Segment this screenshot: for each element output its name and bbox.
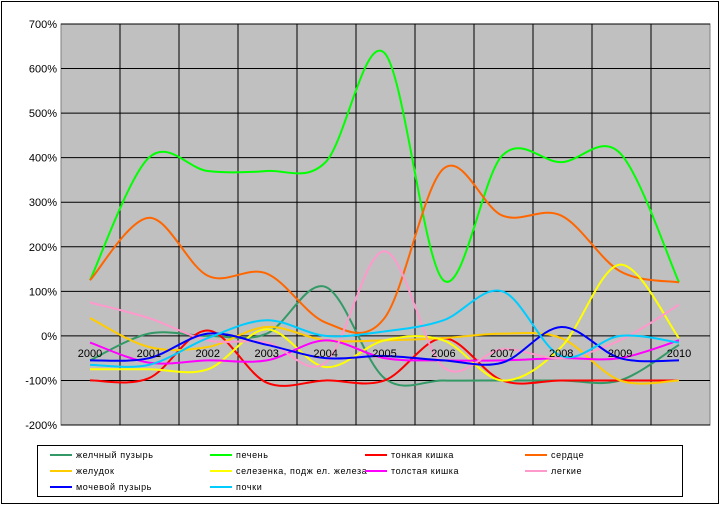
- x-tick-label: 2005: [372, 348, 396, 360]
- legend-item: легкие: [525, 464, 582, 478]
- legend-item: печень: [210, 448, 269, 462]
- y-tick-label: 200%: [29, 242, 57, 254]
- series-line-4: [89, 164, 680, 334]
- y-tick-label: 100%: [29, 286, 57, 298]
- legend-item: мочевой пузырь: [50, 480, 152, 494]
- legend-label: желчный пузырь: [76, 450, 154, 460]
- y-tick-label: 400%: [29, 153, 57, 165]
- legend-label: легкие: [551, 466, 583, 476]
- plot-area: [60, 23, 711, 426]
- legend-item: желудок: [50, 464, 115, 478]
- x-tick-label: 2008: [549, 348, 573, 360]
- x-tick-label: 2004: [313, 348, 337, 360]
- legend-item: почки: [210, 480, 262, 494]
- series-line-9: [89, 325, 680, 366]
- y-tick-label: -100%: [25, 375, 57, 387]
- legend-item: сердце: [525, 448, 584, 462]
- x-tick-label: 2003: [254, 348, 278, 360]
- legend-label: мочевой пузырь: [76, 482, 152, 492]
- x-tick-label: 2000: [78, 348, 102, 360]
- x-tick-labels: 2000 2001 2002 2003 2004 2005 2006 2007 2008 2009…: [78, 348, 691, 360]
- legend-swatch: [365, 454, 387, 456]
- legend-swatch: [210, 486, 232, 488]
- legend-label: тонкая кишка: [391, 450, 455, 460]
- series-lines: [89, 49, 680, 387]
- legend-label: сердце: [551, 450, 585, 460]
- y-tick-label: 500%: [29, 108, 57, 120]
- legend-swatch: [50, 454, 72, 456]
- legend-label: селезенка, подж ел. железа: [236, 466, 368, 476]
- legend-item: желчный пузырь: [50, 448, 154, 462]
- legend-swatch: [525, 470, 547, 472]
- series-line-10: [89, 289, 680, 368]
- legend-item: селезенка, подж ел. железа: [210, 464, 367, 478]
- y-tick-labels: 700% 600% 500% 400% 300% 200% 100% 0% -100% -200%: [25, 19, 57, 432]
- legend: желчный пузырь печень тонкая кишка сердце же…: [37, 445, 683, 497]
- grid-lines: [61, 23, 710, 426]
- legend-item: толстая кишка: [365, 464, 459, 478]
- y-tick-label: 300%: [29, 197, 57, 209]
- legend-item: тонкая кишка: [365, 448, 454, 462]
- x-tick-label: 2006: [431, 348, 455, 360]
- legend-swatch: [210, 454, 232, 456]
- x-tick-label: 2010: [667, 348, 691, 360]
- x-tick-label: 2009: [608, 348, 632, 360]
- y-tick-label: 600%: [29, 64, 57, 76]
- y-tick-label: 700%: [29, 19, 57, 31]
- y-tick-label: 0%: [41, 331, 57, 343]
- x-tick-label: 2002: [196, 348, 220, 360]
- legend-label: почки: [236, 482, 263, 492]
- legend-swatch: [50, 470, 72, 472]
- legend-swatch: [525, 454, 547, 456]
- legend-label: желудок: [76, 466, 115, 476]
- legend-label: толстая кишка: [391, 466, 460, 476]
- y-tick-label: -200%: [25, 420, 57, 432]
- series-line-6: [90, 263, 680, 382]
- legend-label: печень: [236, 450, 269, 460]
- x-tick-label: 2001: [137, 348, 161, 360]
- legend-swatch: [50, 486, 72, 488]
- series-line-2: [89, 49, 680, 283]
- series-line-7: [89, 339, 680, 365]
- legend-swatch: [210, 470, 232, 472]
- x-tick-label: 2007: [490, 348, 514, 360]
- legend-swatch: [365, 470, 387, 472]
